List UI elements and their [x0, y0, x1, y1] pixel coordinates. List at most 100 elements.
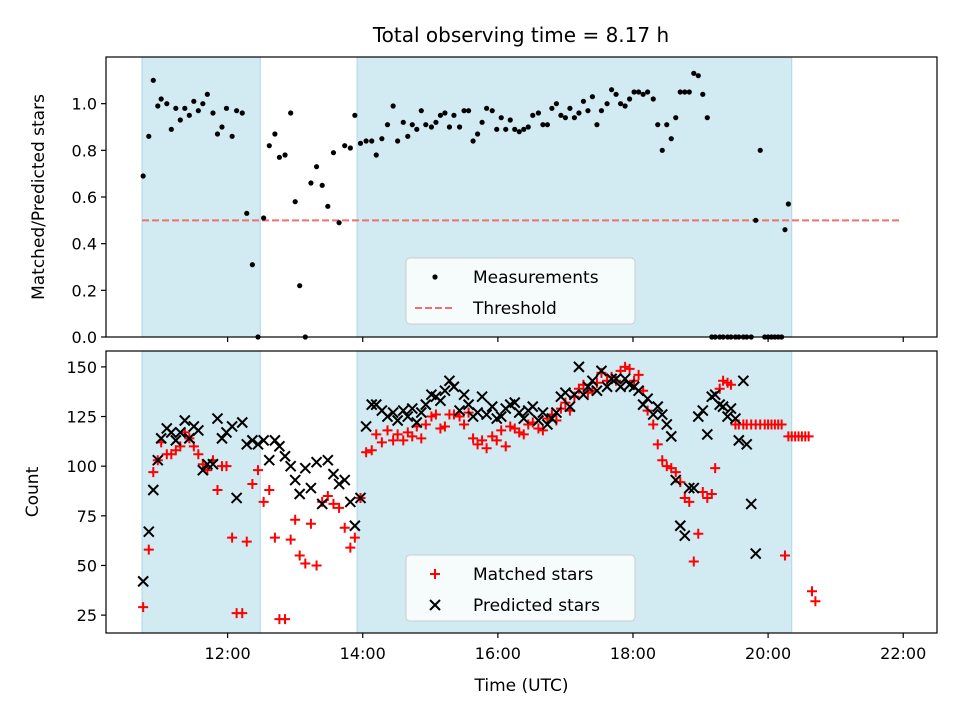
measurement-point: [645, 89, 651, 95]
predicted-star-point: [740, 438, 753, 451]
measurement-point: [200, 101, 206, 107]
predicted-star-point: [595, 365, 608, 377]
matched-star-point: [670, 467, 681, 478]
predicted-star-point: [322, 454, 334, 466]
y-tick-label: 0.4: [72, 235, 97, 254]
measurement-point: [512, 126, 518, 132]
predicted-star-point: [293, 488, 306, 500]
measurement-point: [418, 108, 424, 114]
predicted-star-point: [656, 408, 668, 421]
measurement-point: [276, 154, 283, 160]
measurement-point: [753, 217, 759, 223]
measurement-point: [423, 122, 429, 128]
measurement-point: [668, 136, 674, 142]
predicted-star-point: [183, 432, 196, 445]
predicted-star-point: [429, 599, 441, 611]
measurement-point: [691, 70, 697, 76]
predicted-star-point: [236, 416, 248, 429]
measurement-point: [677, 89, 683, 95]
predicted-star-point: [137, 575, 149, 588]
predicted-star-point: [197, 464, 209, 476]
predicted-star-point: [683, 482, 695, 494]
predicted-star-point: [174, 426, 187, 439]
measurement-point: [507, 117, 513, 123]
predicted-star-point: [453, 404, 466, 417]
measurement-point: [308, 180, 314, 186]
predicted-star-point: [601, 381, 613, 393]
measurement-point: [437, 112, 444, 118]
x-tick-label: 12:00: [205, 644, 251, 663]
measurement-point: [571, 115, 578, 121]
matched-star-point: [264, 485, 275, 496]
matched-star-point: [426, 411, 437, 422]
predicted-star-point: [381, 410, 394, 423]
measurement-point: [373, 152, 379, 158]
measurement-point: [195, 108, 201, 114]
predicted-star-point: [701, 428, 714, 441]
measurement-point: [562, 115, 569, 121]
measurement-point: [474, 131, 481, 137]
matched-star-point: [648, 419, 659, 430]
measurement-point: [347, 145, 353, 151]
matched-star-point: [221, 461, 232, 472]
predicted-star-point: [333, 478, 345, 490]
matched-star-point: [339, 522, 350, 533]
measurement-point: [470, 138, 476, 144]
x-tick-label: 20:00: [745, 644, 791, 663]
matched-star-point: [290, 514, 301, 525]
predicted-star-point: [692, 410, 704, 423]
predicted-star-point: [591, 385, 603, 397]
measurement-point: [608, 87, 615, 93]
predicted-star-point: [670, 474, 682, 486]
matched-star-point: [710, 463, 721, 474]
measurement-point: [580, 98, 587, 104]
predicted-star-point: [269, 434, 281, 447]
measurement-point: [239, 110, 245, 116]
measurement-point: [223, 105, 230, 111]
predicted-star-point: [411, 416, 423, 429]
measurement-point: [384, 122, 391, 128]
measurement-point: [219, 124, 225, 130]
measurement-point: [400, 119, 406, 125]
matched-star-point: [420, 419, 431, 430]
measurement-point: [549, 105, 555, 111]
y-axis-label: Matched/Predicted stars: [29, 94, 49, 300]
predicted-star-point: [665, 430, 677, 443]
legend-label: Measurements: [473, 268, 599, 288]
matched-star-point: [439, 421, 450, 432]
measurement-point: [369, 138, 375, 144]
matched-star-point: [620, 361, 631, 372]
y-axis-label: Count: [23, 466, 43, 517]
predicted-star-point: [252, 438, 264, 451]
predicted-star-point: [541, 418, 554, 431]
measurement-point: [446, 124, 453, 130]
matched-star-point: [725, 379, 736, 390]
predicted-star-point: [495, 410, 507, 423]
measurement-point: [325, 203, 331, 209]
predicted-star-point: [415, 406, 427, 419]
predicted-star-point: [476, 390, 488, 403]
measurement-point: [266, 143, 272, 149]
measurement-point: [229, 133, 235, 139]
measurement-point: [589, 94, 596, 100]
predicted-star-point: [439, 385, 451, 397]
predicted-star-point: [573, 361, 585, 373]
predicted-star-point: [750, 547, 762, 560]
matched-star-point: [718, 375, 729, 386]
predicted-star-point: [709, 388, 721, 401]
measurement-point: [598, 108, 605, 114]
matched-star-point: [491, 435, 502, 446]
measurement-point: [673, 115, 679, 121]
predicted-star-point: [397, 404, 409, 417]
matched-star-point: [388, 435, 399, 446]
y-tick-label: 25: [77, 606, 97, 625]
matched-star-point: [642, 405, 653, 416]
predicted-star-point: [509, 396, 521, 409]
predicted-star-point: [391, 414, 404, 427]
predicted-star-point: [192, 424, 205, 437]
predicted-star-point: [246, 434, 259, 447]
measurement-point: [465, 108, 472, 114]
matched-star-point: [776, 419, 787, 430]
matched-star-point: [382, 425, 393, 436]
predicted-star-point: [619, 373, 631, 385]
